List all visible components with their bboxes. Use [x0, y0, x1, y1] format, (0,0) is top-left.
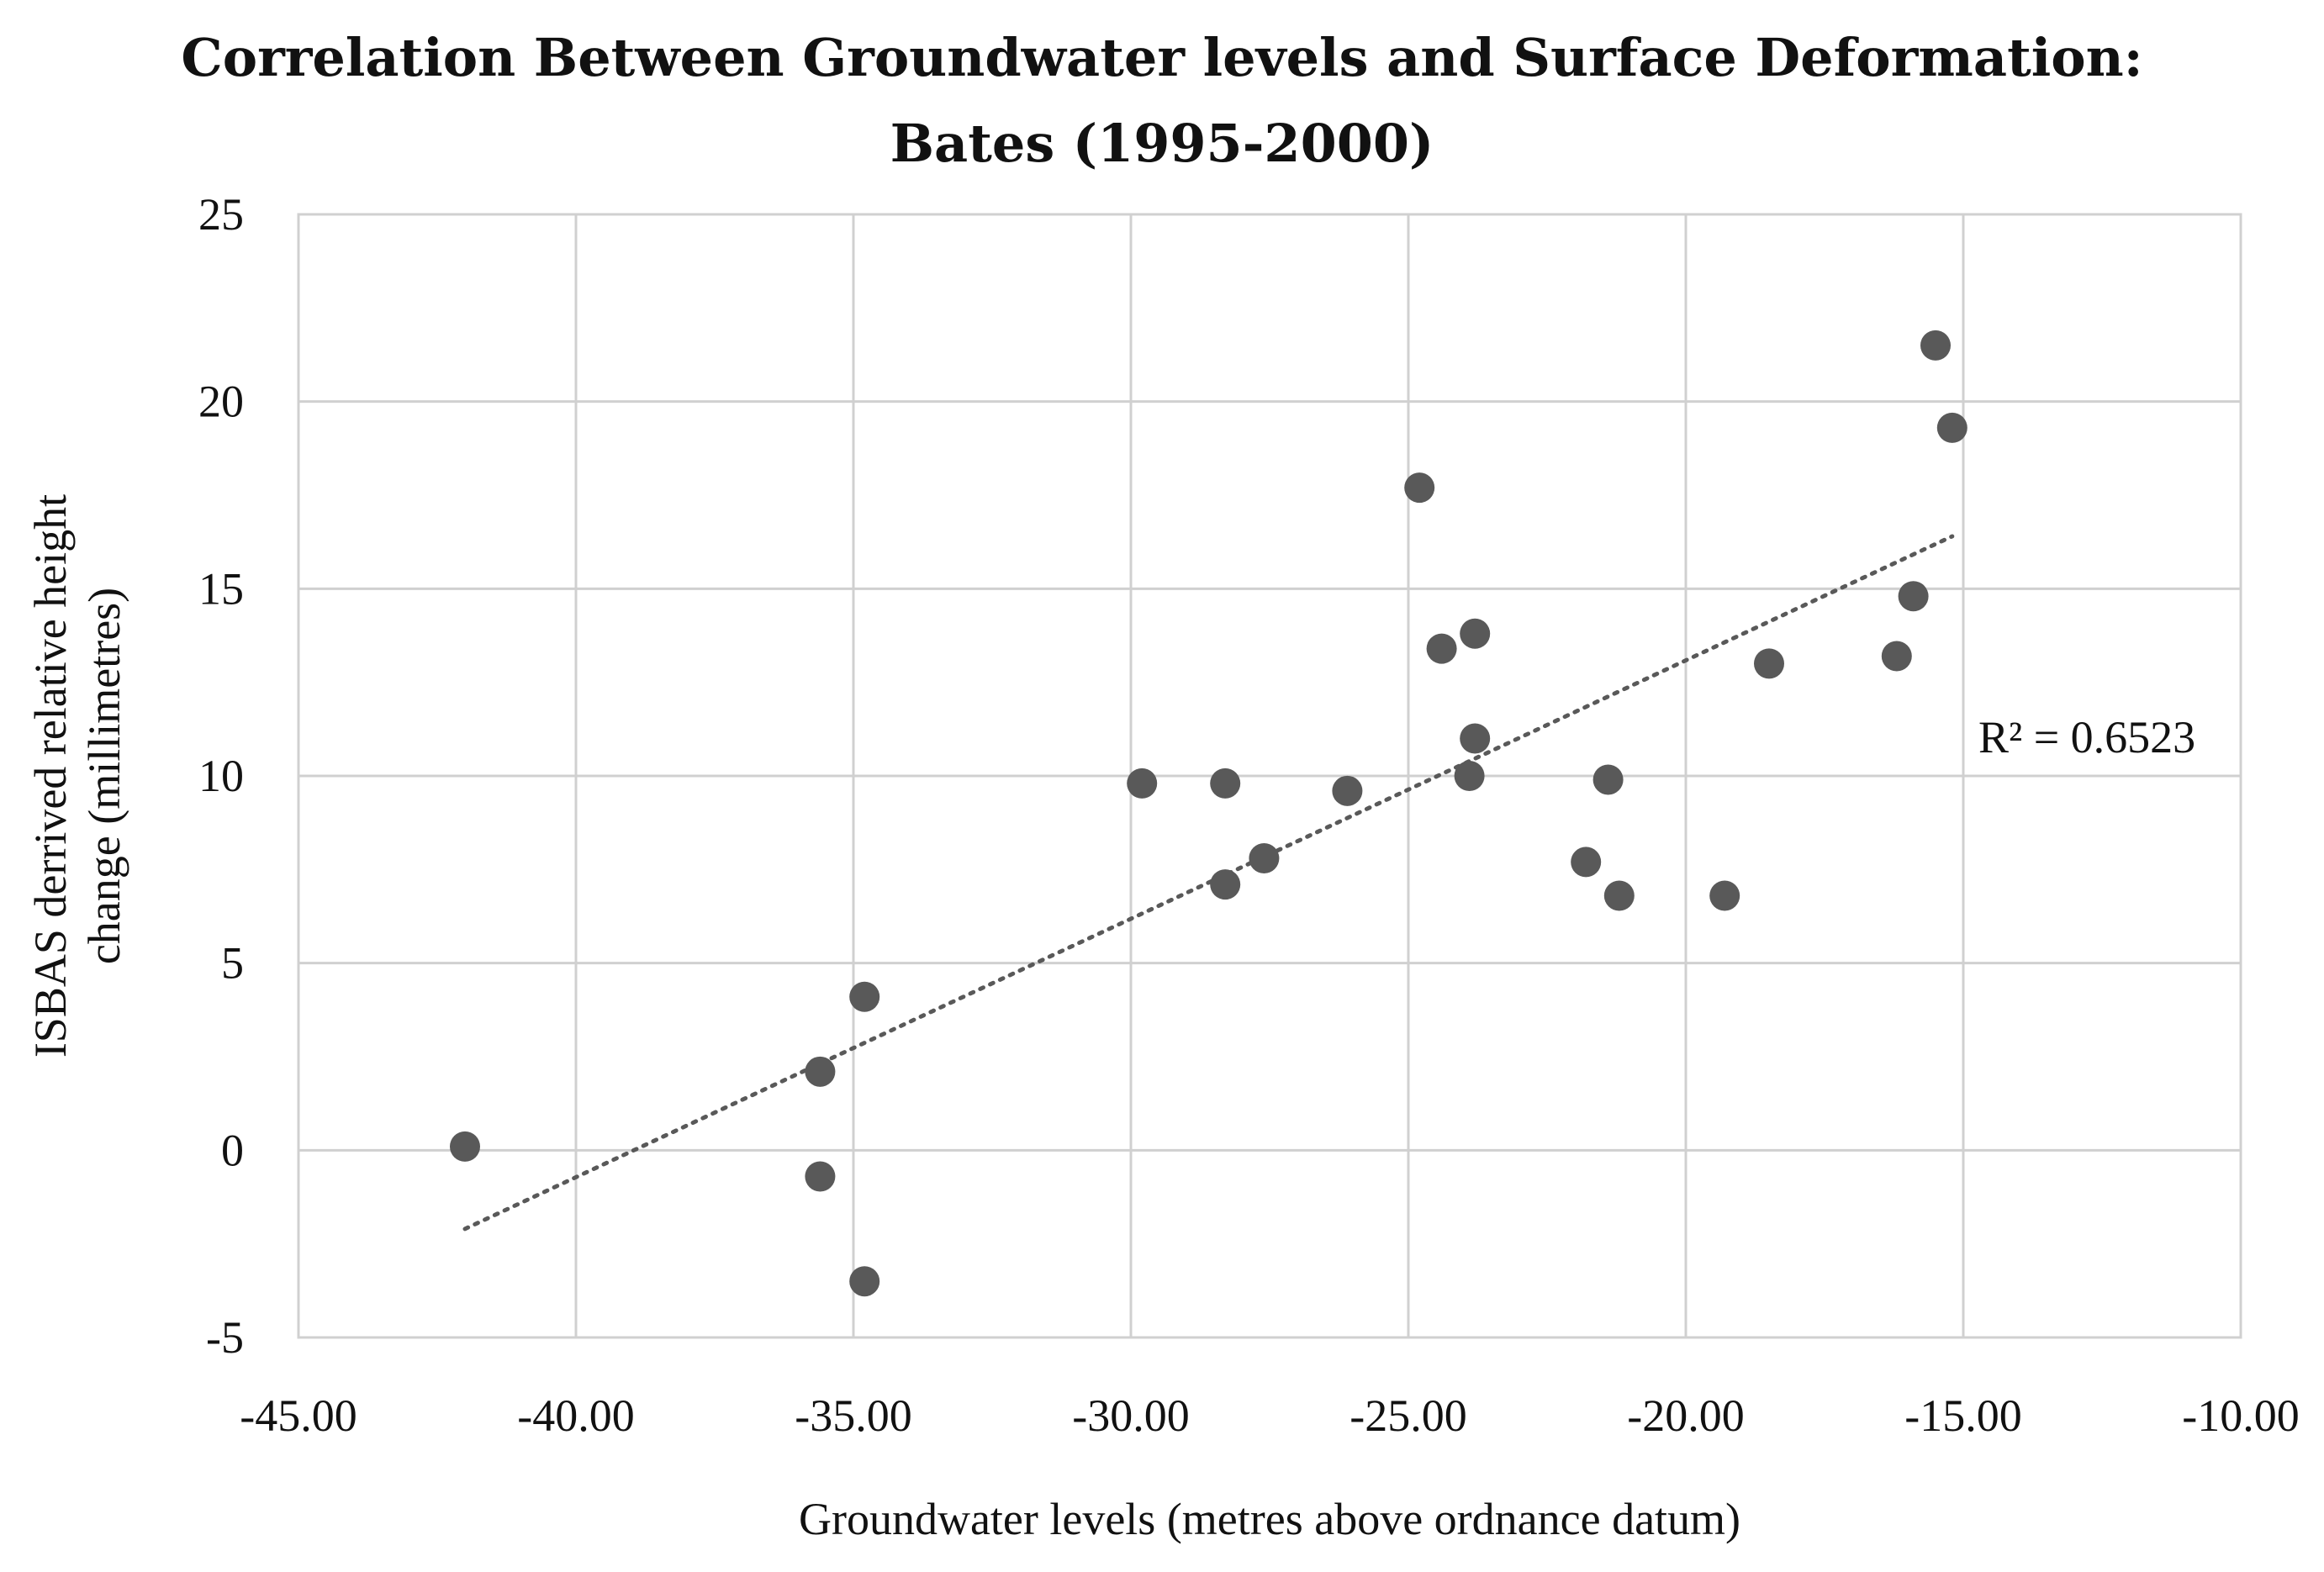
grid-lines [297, 213, 2242, 1339]
data-point [1460, 723, 1491, 754]
x-tick-label: -30.00 [1072, 1390, 1189, 1441]
data-point [1936, 412, 1967, 443]
x-tick-label: -40.00 [517, 1390, 634, 1441]
y-tick-label: 20 [198, 377, 244, 427]
y-tick-label: 10 [198, 751, 244, 801]
data-point [1426, 633, 1457, 664]
data-point [1454, 761, 1485, 791]
data-point [1920, 330, 1951, 361]
x-tick-label: -15.00 [1904, 1390, 2021, 1441]
data-point [1332, 775, 1363, 806]
data-point [450, 1131, 480, 1162]
data-point [805, 1056, 836, 1087]
data-point [1881, 641, 1912, 672]
data-point [1571, 847, 1602, 878]
y-tick-label: -5 [206, 1312, 244, 1363]
y-tick-label: 5 [221, 938, 244, 989]
chart-title-line-1: Correlation Between Groundwater levels a… [181, 27, 2143, 88]
data-point [1404, 472, 1435, 504]
chart-title-line-2: Bates (1995-2000) [890, 113, 1434, 174]
x-axis-ticks: -45.00 -40.00 -35.00 -30.00 -25.00 -20.00 -15.… [240, 1390, 2299, 1441]
data-point [849, 981, 880, 1012]
x-tick-label: -10.00 [2182, 1390, 2299, 1441]
y-tick-label: 25 [198, 189, 244, 240]
x-tick-label: -45.00 [240, 1390, 357, 1441]
data-point [1127, 768, 1158, 799]
data-point [1249, 842, 1280, 873]
plot-area-border [297, 213, 2242, 1339]
y-axis-label-line-1: ISBAS derrived relative height [25, 494, 76, 1058]
data-point [1603, 880, 1635, 911]
y-axis-ticks: -5 0 5 10 15 20 25 [198, 189, 244, 1363]
x-tick-label: -20.00 [1627, 1390, 1744, 1441]
trendline [462, 534, 1955, 1232]
y-tick-label: 15 [198, 563, 244, 614]
data-point [1709, 880, 1740, 911]
data-point [1898, 581, 1929, 612]
data-point [1460, 618, 1491, 649]
data-points [450, 330, 1967, 1297]
y-tick-label: 0 [221, 1125, 244, 1175]
data-point [1210, 768, 1241, 799]
data-point [1754, 648, 1784, 679]
x-tick-label: -25.00 [1350, 1390, 1466, 1441]
data-point [1592, 764, 1624, 795]
x-tick-label: -35.00 [795, 1390, 911, 1441]
r-squared-label: R² = 0.6523 [1978, 712, 2195, 762]
data-point [849, 1266, 880, 1297]
x-axis-label: Groundwater levels (metres above ordnanc… [799, 1494, 1740, 1544]
data-point [1210, 869, 1241, 900]
y-axis-label-line-2: change (millimetres) [79, 588, 129, 964]
data-point [805, 1161, 836, 1192]
